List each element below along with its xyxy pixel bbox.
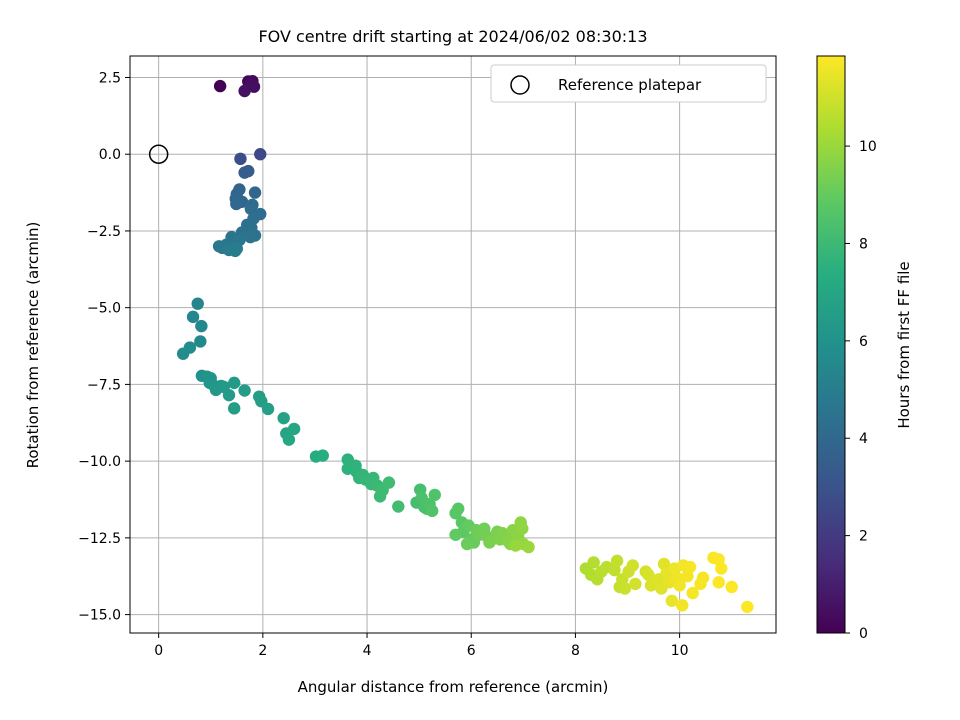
colorbar-tick-label: 4 [859, 431, 868, 447]
data-point [696, 571, 710, 584]
data-point [509, 539, 522, 552]
data-point [234, 152, 247, 166]
data-point [238, 384, 251, 397]
data-point [618, 582, 632, 595]
data-point [244, 230, 257, 244]
data-point [725, 580, 738, 594]
data-point [460, 537, 474, 551]
data-point [247, 80, 261, 93]
data-point [428, 488, 441, 502]
data-point [673, 579, 686, 592]
data-point [665, 594, 679, 607]
data-point [683, 560, 697, 574]
grid [130, 56, 776, 633]
data-point [194, 335, 207, 348]
chart-title: FOV centre drift starting at 2024/06/02 … [258, 27, 647, 46]
colorbar-label: Hours from first FF file [895, 261, 913, 428]
x-tick-label: 8 [571, 643, 580, 659]
data-point [238, 166, 251, 179]
data-point [229, 244, 242, 258]
data-point [261, 402, 275, 416]
x-tick-label: 6 [467, 643, 476, 659]
y-axis-ticks: 2.5 0.0 −2.5 −5.0 −7.5 −10.0 −12.5 −15.0 [78, 70, 130, 624]
data-point [227, 402, 241, 415]
plot-frame [129, 55, 777, 634]
reference-platepar-marker [148, 144, 169, 164]
data-point [213, 79, 227, 93]
data-point [277, 411, 290, 425]
y-tick-label: −2.5 [87, 224, 121, 240]
legend-label: Reference platepar [558, 76, 702, 94]
colorbar-tick-label: 6 [859, 334, 868, 350]
data-point [452, 502, 465, 515]
y-tick-label: −7.5 [87, 377, 121, 393]
data-point [392, 500, 405, 513]
colorbar-ticks: 0 2 4 6 8 10 [845, 139, 877, 642]
colorbar-tick-label: 8 [859, 236, 868, 252]
data-point [227, 376, 241, 390]
y-tick-label: 2.5 [99, 70, 121, 86]
data-point [626, 559, 639, 572]
data-point [741, 600, 754, 614]
colorbar-gradient [816, 55, 846, 634]
x-axis-label: Angular distance from reference (arcmin) [298, 678, 609, 696]
data-point [287, 422, 301, 436]
y-tick-label: −15.0 [78, 608, 121, 624]
y-tick-label: 0.0 [99, 147, 121, 163]
data-point [230, 197, 243, 211]
data-point [244, 202, 258, 216]
x-tick-label: 0 [154, 643, 163, 659]
data-point [712, 576, 725, 589]
data-point [282, 433, 296, 446]
legend-reference-marker [510, 75, 530, 95]
y-axis-label: Rotation from reference (arcmin) [24, 222, 42, 469]
data-point [195, 319, 208, 333]
x-axis-ticks: 0 2 4 6 8 10 [154, 633, 689, 659]
data-point [254, 148, 267, 161]
data-point [316, 449, 329, 462]
legend-box [490, 64, 767, 103]
colorbar-tick-label: 10 [859, 139, 877, 155]
data-point [382, 476, 396, 489]
data-point [191, 297, 204, 310]
data-point [587, 556, 600, 569]
y-tick-label: −10.0 [78, 454, 121, 470]
data-points [176, 74, 754, 614]
data-point [238, 84, 251, 98]
colorbar-tick-label: 2 [859, 529, 868, 545]
data-point [610, 554, 624, 568]
x-tick-label: 4 [363, 643, 372, 659]
data-point [248, 186, 262, 199]
y-tick-label: −12.5 [78, 531, 121, 547]
legend: Reference platepar [490, 64, 767, 103]
data-point [176, 347, 190, 360]
data-point [686, 586, 699, 600]
colorbar: 0 2 4 6 8 10 Hours from first FF file [816, 55, 913, 642]
data-point [522, 540, 535, 554]
data-point [676, 599, 689, 612]
data-point [642, 568, 655, 581]
data-point [483, 536, 496, 549]
x-tick-label: 2 [258, 643, 267, 659]
colorbar-tick-label: 0 [859, 626, 868, 642]
data-point [629, 577, 642, 591]
data-point [186, 310, 200, 324]
data-point [222, 388, 236, 402]
data-point [449, 528, 462, 541]
data-point [715, 562, 728, 575]
x-tick-label: 10 [671, 643, 689, 659]
data-point [425, 504, 439, 518]
y-tick-label: −5.0 [87, 301, 121, 317]
data-point [516, 522, 529, 535]
